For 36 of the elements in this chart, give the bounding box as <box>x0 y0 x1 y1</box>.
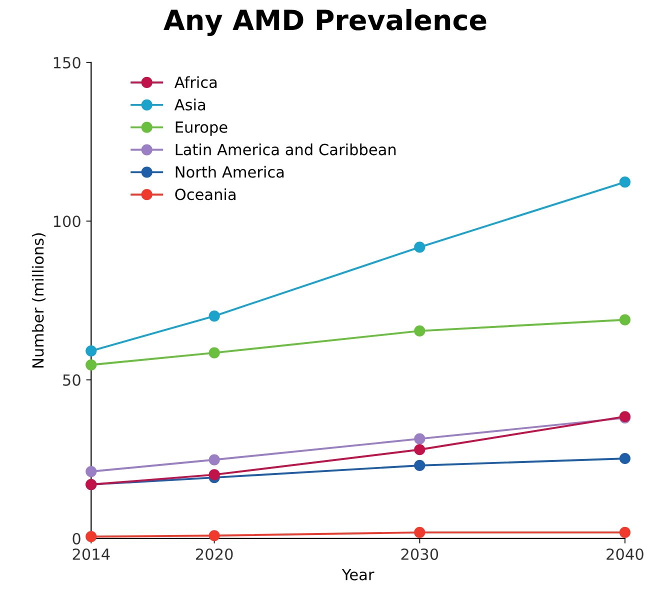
point <box>414 526 426 538</box>
chart-title: Any AMD Prevalence <box>164 8 486 36</box>
point <box>86 345 97 356</box>
y-tick-label: 100 <box>54 216 80 228</box>
legend-label: North America <box>176 166 284 178</box>
legend-label: Africa <box>174 76 217 88</box>
point <box>208 310 220 322</box>
point <box>208 469 220 480</box>
point <box>414 433 426 444</box>
y-tick-label: 50 <box>63 374 80 386</box>
x-tick-label: 2040 <box>606 548 644 560</box>
x-tick-label: 2030 <box>401 548 438 560</box>
point <box>414 444 426 456</box>
y-tick-label: 150 <box>54 56 80 68</box>
legend-label: Latin America and Caribbean <box>176 144 396 156</box>
y-axis-title: Number (millions) <box>32 233 46 368</box>
point <box>86 466 97 478</box>
x-tick-label: 2020 <box>196 548 233 560</box>
point <box>414 242 426 253</box>
point <box>414 460 426 472</box>
x-axis-title: Year <box>342 569 374 580</box>
point <box>619 526 631 538</box>
point <box>619 452 631 464</box>
legend-label: Oceania <box>175 188 236 200</box>
point <box>208 347 220 358</box>
point <box>208 530 220 542</box>
point <box>86 531 97 542</box>
point <box>208 454 220 466</box>
legend-label: Asia <box>174 98 205 110</box>
point <box>619 314 631 326</box>
y-tick-label: 0 <box>72 532 80 544</box>
x-tick-label: 2014 <box>72 548 110 560</box>
point <box>619 176 631 188</box>
point <box>86 359 97 370</box>
legend-label: Europe <box>176 122 228 136</box>
point <box>414 325 426 336</box>
